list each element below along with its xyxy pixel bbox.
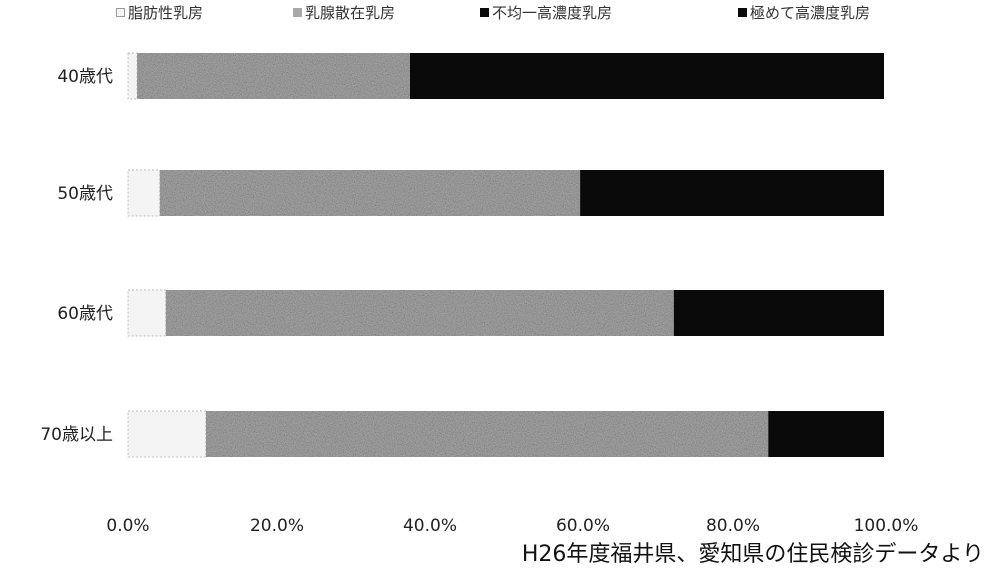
x-tick-label: 40.0% bbox=[403, 516, 457, 536]
bar-segment-scattered bbox=[159, 170, 581, 216]
bar-segment-heterogeneous bbox=[580, 170, 884, 216]
bar-segment-scattered bbox=[137, 53, 410, 99]
legend-swatch-extremely-dense bbox=[738, 8, 747, 17]
category-label: 60歳代 bbox=[57, 304, 113, 324]
x-axis-tick-labels: 0.0% 20.0% 40.0% 60.0% 80.0% 100.0% bbox=[106, 516, 918, 536]
legend-item-fatty: 脂肪性乳房 bbox=[116, 2, 203, 23]
category-label: 40歳代 bbox=[57, 67, 113, 87]
category-label: 70歳以上 bbox=[40, 425, 113, 445]
legend-item-heterogeneous: 不均一高濃度乳房 bbox=[480, 2, 612, 23]
legend-swatch-heterogeneous bbox=[480, 8, 489, 17]
legend-swatch-scattered bbox=[293, 8, 302, 17]
legend-label-scattered: 乳腺散在乳房 bbox=[305, 4, 396, 22]
chart-legend: 脂肪性乳房 乳腺散在乳房 不均一高濃度乳房 極めて高濃度乳房 bbox=[0, 2, 993, 28]
legend-swatch-fatty bbox=[116, 8, 125, 17]
bar-segment-fatty bbox=[127, 169, 161, 217]
bar-segment-fatty bbox=[127, 289, 167, 337]
legend-label-heterogeneous: 不均一高濃度乳房 bbox=[492, 4, 613, 22]
legend-item-scattered: 乳腺散在乳房 bbox=[293, 2, 395, 23]
bar-segment-heterogeneous bbox=[410, 53, 884, 99]
legend-label-fatty: 脂肪性乳房 bbox=[128, 4, 204, 22]
bar-segment-heterogeneous bbox=[673, 290, 884, 336]
x-tick-label: 100.0% bbox=[854, 516, 919, 536]
bar-segment-heterogeneous bbox=[768, 411, 884, 457]
legend-label-extremely-dense: 極めて高濃度乳房 bbox=[750, 4, 871, 22]
bar-segment-fatty bbox=[127, 410, 207, 458]
bar-segment-scattered bbox=[205, 411, 769, 457]
category-label: 50歳代 bbox=[57, 184, 113, 204]
bar-group bbox=[127, 52, 884, 458]
x-tick-label: 80.0% bbox=[706, 516, 760, 536]
x-tick-label: 0.0% bbox=[106, 516, 149, 536]
x-tick-label: 20.0% bbox=[250, 516, 304, 536]
category-labels: 40歳代 50歳代 60歳代 70歳以上 bbox=[40, 67, 113, 445]
x-tick-label: 60.0% bbox=[556, 516, 610, 536]
bar-segment-scattered bbox=[165, 290, 674, 336]
source-note: H26年度福井県、愛知県の住民検診データより bbox=[521, 542, 984, 567]
bar-segment-fatty bbox=[127, 52, 138, 100]
legend-item-extremely-dense: 極めて高濃度乳房 bbox=[738, 2, 870, 23]
